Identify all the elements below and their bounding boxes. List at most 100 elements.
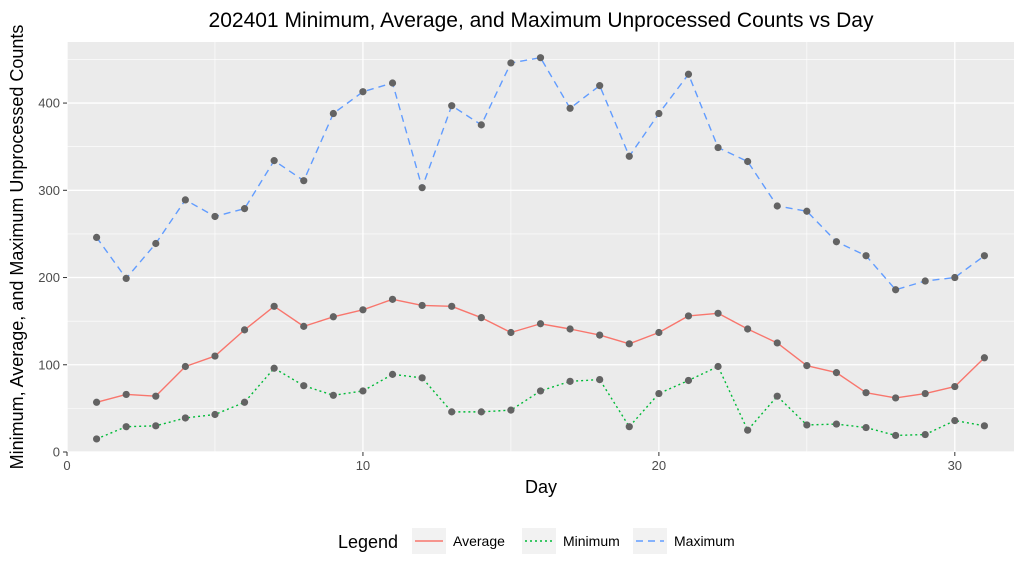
data-point-average	[270, 302, 278, 310]
y-axis-ticks: 0 100 200 300 400	[38, 96, 67, 460]
data-point-minimum	[744, 426, 752, 434]
data-point-maximum	[773, 202, 781, 210]
data-point-minimum	[181, 414, 189, 422]
data-point-minimum	[329, 391, 337, 399]
y-tick-label: 300	[38, 183, 60, 198]
data-point-maximum	[536, 54, 545, 62]
data-point-average	[921, 389, 929, 398]
series-points	[92, 54, 989, 443]
data-point-minimum	[359, 387, 367, 395]
data-point-average	[773, 339, 781, 347]
data-point-minimum	[625, 423, 633, 431]
data-point-maximum	[951, 273, 959, 282]
data-point-average	[211, 352, 219, 360]
data-point-maximum	[803, 207, 811, 215]
data-point-minimum	[714, 362, 722, 371]
data-point-maximum	[211, 212, 219, 221]
x-tick-label: 0	[63, 458, 70, 473]
data-point-maximum	[892, 286, 900, 294]
data-point-maximum	[300, 177, 308, 185]
data-point-minimum	[596, 375, 604, 384]
x-axis-title: Day	[525, 477, 557, 497]
data-point-minimum	[418, 374, 426, 382]
data-point-minimum	[240, 398, 249, 406]
data-point-minimum	[122, 423, 130, 431]
data-point-average	[418, 301, 426, 310]
data-point-minimum	[477, 408, 485, 416]
data-point-average	[892, 394, 900, 402]
data-point-minimum	[951, 416, 959, 425]
data-point-maximum	[418, 184, 426, 192]
data-point-minimum	[832, 420, 841, 428]
data-point-minimum	[980, 422, 989, 430]
data-point-maximum	[714, 143, 722, 152]
data-point-average	[92, 398, 101, 406]
data-point-average	[951, 382, 959, 391]
data-point-maximum	[240, 205, 249, 213]
data-point-minimum	[388, 370, 397, 378]
data-point-average	[536, 320, 545, 328]
y-tick-label: 0	[53, 445, 60, 460]
legend-entry-maximum: Maximum	[633, 528, 735, 554]
data-point-average	[803, 362, 811, 370]
legend-entry-minimum: Minimum	[522, 528, 620, 554]
data-point-maximum	[980, 252, 989, 260]
data-point-maximum	[181, 196, 189, 204]
data-point-average	[684, 312, 693, 320]
major-grid	[66, 42, 1014, 453]
y-tick-label: 100	[38, 357, 60, 372]
data-point-average	[596, 331, 604, 339]
data-point-average	[181, 362, 189, 371]
data-point-minimum	[152, 422, 160, 430]
data-point-maximum	[152, 239, 160, 248]
data-point-minimum	[655, 389, 663, 398]
data-point-maximum	[92, 233, 101, 242]
legend-label: Average	[453, 533, 505, 549]
data-point-maximum	[359, 88, 367, 96]
data-point-maximum	[122, 274, 130, 283]
y-tick-label: 200	[38, 270, 60, 285]
legend-entry-average: Average	[412, 528, 505, 554]
data-point-minimum	[507, 406, 515, 414]
data-point-average	[388, 295, 397, 303]
x-axis-ticks: 0 10 20 30	[63, 452, 962, 473]
data-point-maximum	[744, 157, 752, 166]
data-point-average	[477, 314, 485, 322]
plot-panel	[67, 42, 1014, 452]
data-point-average	[714, 309, 722, 317]
data-point-minimum	[862, 423, 870, 432]
y-tick-label: 400	[38, 96, 60, 111]
data-point-maximum	[270, 157, 278, 165]
data-point-average	[507, 328, 515, 337]
data-point-maximum	[625, 152, 633, 160]
data-point-maximum	[507, 59, 515, 67]
data-point-minimum	[566, 377, 574, 385]
legend-entries: Average Minimum Maximum	[412, 528, 735, 554]
data-point-average	[152, 392, 160, 400]
data-point-maximum	[448, 102, 456, 110]
legend-label: Minimum	[563, 533, 620, 549]
x-tick-label: 10	[356, 458, 370, 473]
x-tick-label: 20	[652, 458, 666, 473]
data-point-minimum	[92, 435, 101, 443]
minor-grid	[67, 42, 1014, 452]
data-point-average	[122, 390, 130, 399]
data-point-minimum	[448, 408, 456, 416]
data-point-minimum	[773, 392, 781, 400]
data-point-average	[448, 302, 456, 310]
data-point-average	[625, 340, 633, 348]
data-point-average	[744, 325, 752, 333]
data-point-maximum	[596, 82, 604, 90]
data-point-maximum	[684, 70, 693, 78]
data-point-maximum	[329, 109, 337, 118]
data-point-average	[832, 369, 841, 377]
data-point-minimum	[300, 382, 308, 390]
data-point-average	[862, 389, 870, 397]
x-tick-label: 30	[948, 458, 962, 473]
data-point-maximum	[832, 238, 841, 246]
data-point-minimum	[684, 376, 693, 385]
data-point-maximum	[862, 252, 870, 260]
data-point-minimum	[803, 421, 811, 429]
data-point-maximum	[566, 104, 574, 112]
